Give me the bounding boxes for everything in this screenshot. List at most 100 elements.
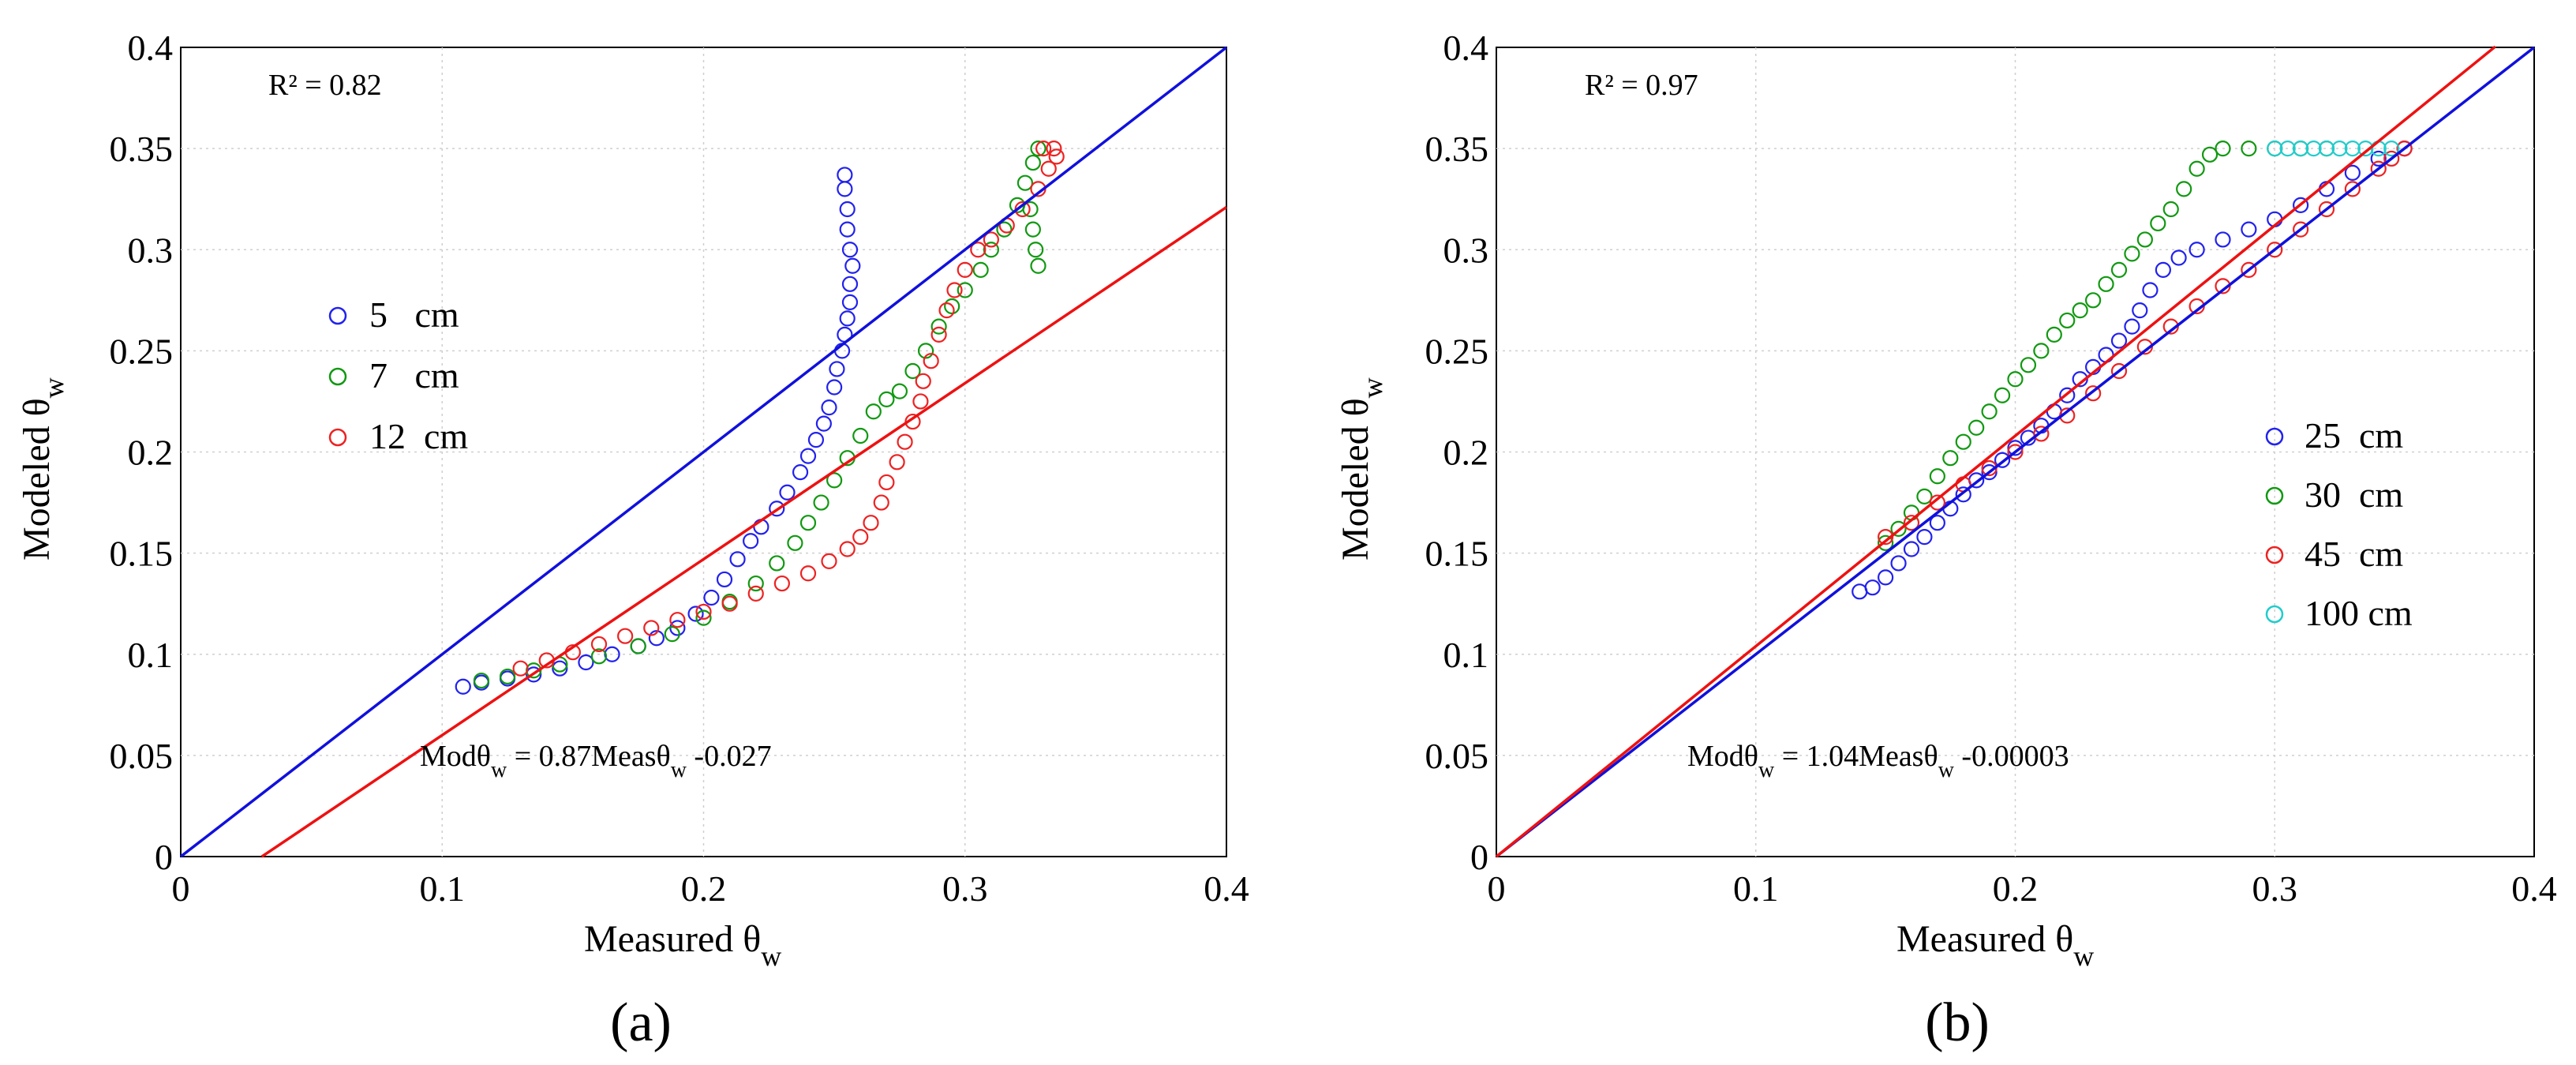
- panel-a-point-7cm: [878, 391, 895, 407]
- panel-b-point-45cm: [2241, 261, 2257, 278]
- panel-a-legend-marker-2: [328, 367, 347, 386]
- panel-a-eq-sub2: w: [671, 758, 687, 782]
- panel-a-y-tick-label: 0.25: [110, 331, 174, 371]
- panel-b-point-25cm: [2215, 231, 2231, 248]
- panel-b-y-tick-label: 0.25: [1425, 331, 1489, 371]
- panel-b-point-45cm: [2370, 160, 2387, 177]
- panel-b-legend-label-2: 30 cm: [2305, 474, 2403, 515]
- panel-a-legend-label-2: 7 cm: [369, 355, 459, 396]
- panel-b-ylabel-main: Modeled θ: [1335, 398, 1376, 561]
- panel-b-point-25cm: [2241, 221, 2257, 238]
- panel-b-x-tick-label: 0.2: [1993, 868, 2039, 909]
- panel-b-point-30cm: [2007, 371, 2024, 388]
- panel-a-point-12cm: [946, 282, 963, 298]
- panel-b-y-tick-label: 0.05: [1425, 736, 1489, 776]
- panel-a-one-to-one-line: [179, 46, 1228, 858]
- panel-b-legend: 25 cm 30 cm 45 cm 100 cm: [2265, 415, 2413, 633]
- panel-b-legend-marker-2: [2265, 486, 2284, 505]
- panel-a-point-7cm: [904, 362, 921, 380]
- panel-b-point-100cm: [2383, 141, 2400, 157]
- panel-a-point-5cm: [807, 432, 825, 448]
- panel-a-point-7cm: [1030, 141, 1046, 157]
- panel-a-point-7cm: [590, 648, 608, 665]
- panel-a-y-ticks: 0 0.05 0.1 0.15 0.2 0.25 0.3 0.35 0.4: [110, 28, 174, 877]
- panel-a-legend: 5 cm 7 cm 12 cm: [328, 294, 468, 456]
- panel-a-x-ticks: 0 0.1 0.2 0.3 0.4: [172, 868, 1249, 909]
- panel-b-point-25cm: [1955, 486, 1971, 503]
- panel-a-point-7cm: [787, 534, 803, 551]
- panel-b-point-30cm: [1942, 450, 1959, 467]
- panel-b-point-45cm: [2383, 150, 2400, 167]
- panel-a-point-12cm: [839, 541, 856, 557]
- panel-b-point-30cm: [1968, 419, 1985, 436]
- panel-b-point-25cm: [2142, 282, 2159, 298]
- panel-a-point-7cm: [983, 242, 999, 258]
- panel-b-x-tick-label: 0.3: [2252, 868, 2298, 909]
- panel-a-point-5cm: [815, 415, 832, 432]
- panel-a-point-12cm: [643, 620, 660, 636]
- panel-b-x-tick-label: 0.1: [1733, 868, 1779, 909]
- panel-b-point-30cm: [2188, 160, 2205, 177]
- panel-b-point-45cm: [2007, 444, 2024, 460]
- panel-a-point-5cm: [826, 379, 843, 396]
- panel-a-point-12cm: [773, 575, 790, 592]
- panel-b-point-25cm: [2370, 150, 2387, 167]
- panel-b-point-30cm: [2124, 246, 2140, 262]
- panel-b-eq-post: -0.00003: [1954, 740, 2069, 773]
- panel-b-caption: (b): [1925, 992, 1990, 1053]
- panel-a-point-12cm: [821, 553, 837, 569]
- panel-a-point-12cm: [889, 454, 905, 471]
- panel-a-point-12cm: [721, 595, 738, 612]
- panel-a-x-axis-label: Measured θw: [584, 918, 781, 972]
- panel-a-point-5cm: [552, 660, 568, 677]
- panel-a-point-5cm: [743, 533, 759, 549]
- panel-b-point-25cm: [2170, 249, 2187, 266]
- panel-a-point-7cm: [1024, 154, 1041, 171]
- panel-a-x-tick-label: 0.1: [420, 868, 466, 909]
- panel-a-point-5cm: [844, 257, 861, 274]
- panel-b-grid: [1496, 47, 2534, 857]
- panel-b-point-45cm: [2318, 201, 2335, 218]
- panel-a-point-5cm: [829, 361, 845, 377]
- panel-b-point-30cm: [2241, 141, 2257, 157]
- panel-a-legend-marker-1: [328, 306, 347, 325]
- panel-b-y-tick-label: 0.4: [1443, 28, 1489, 68]
- panel-a-r2-label: R² = 0.82: [268, 69, 382, 102]
- panel-a-point-7cm: [1028, 242, 1044, 258]
- panel-a-point-7cm: [747, 575, 764, 592]
- panel-b-one-to-one-line: [1495, 46, 2536, 858]
- panel-a-eq-pre: Modθ: [420, 740, 491, 773]
- panel-b-legend-marker-4: [2265, 605, 2284, 624]
- panel-a-point-7cm: [917, 343, 934, 359]
- panel-b-point-30cm: [2201, 146, 2218, 163]
- panel-a-point-12cm: [669, 612, 686, 628]
- panel-a-point-5cm: [526, 666, 542, 683]
- panel-a-point-7cm: [473, 672, 490, 689]
- panel-a-point-12cm: [938, 302, 955, 319]
- panel-b-point-45cm: [2344, 181, 2361, 197]
- panel-b-point-100cm: [2357, 141, 2374, 157]
- panel-a: 0 0.1 0.2 0.3 0.4 0 0.05 0.1 0.15 0.2 0.25 0.3 0.35…: [16, 28, 1249, 1053]
- panel-b-y-tick-label: 0.2: [1443, 433, 1489, 473]
- panel-b: 0 0.1 0.2 0.3 0.4 0 0.05 0.1 0.15 0.2 0.25 0.3 0.35…: [1335, 28, 2557, 1053]
- panel-b-eq-sub1: w: [1758, 758, 1775, 782]
- panel-b-point-45cm: [2267, 242, 2283, 258]
- panel-b-x-tick-label: 0.4: [2511, 868, 2557, 909]
- panel-b-x-tick-label: 0: [1488, 868, 1506, 909]
- panel-b-point-45cm: [1903, 515, 1920, 531]
- panel-a-point-7cm: [891, 383, 908, 399]
- panel-b-y-tick-label: 0.3: [1443, 230, 1489, 270]
- panel-b-eq-pre: Modθ: [1687, 740, 1758, 773]
- panel-a-point-7cm: [930, 318, 947, 335]
- panel-b-x-axis-label: Measured θw: [1896, 918, 2094, 972]
- panel-a-point-12cm: [915, 373, 931, 389]
- panel-a-x-tick-label: 0.4: [1204, 868, 1249, 909]
- panel-b-point-25cm: [1929, 515, 1945, 531]
- panel-b-xlabel-sub: w: [2073, 940, 2094, 972]
- panel-b-point-30cm: [1929, 468, 1945, 485]
- panel-a-point-12cm: [799, 565, 817, 582]
- panel-b-point-25cm: [1864, 579, 1881, 596]
- panel-a-point-12cm: [930, 326, 947, 343]
